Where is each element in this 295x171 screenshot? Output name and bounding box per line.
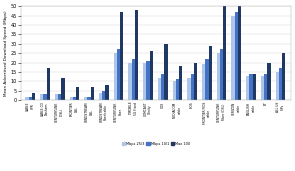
Bar: [99, 93, 102, 100]
Bar: [173, 81, 176, 100]
Bar: [29, 97, 32, 100]
Bar: [128, 63, 132, 100]
Bar: [232, 16, 235, 100]
Bar: [61, 78, 65, 100]
Bar: [84, 97, 88, 100]
Bar: [164, 44, 168, 100]
Bar: [235, 12, 238, 100]
Bar: [276, 72, 279, 100]
Bar: [253, 74, 256, 100]
Bar: [76, 87, 79, 100]
Bar: [32, 93, 35, 100]
Bar: [205, 59, 209, 100]
Bar: [58, 94, 61, 100]
Bar: [261, 76, 264, 100]
Bar: [209, 46, 212, 100]
Bar: [176, 80, 179, 100]
Bar: [117, 49, 120, 100]
Bar: [120, 12, 123, 100]
Bar: [114, 53, 117, 100]
Bar: [187, 78, 191, 100]
Bar: [220, 49, 223, 100]
Bar: [179, 66, 182, 100]
Bar: [223, 6, 227, 100]
Bar: [202, 64, 205, 100]
Bar: [217, 53, 220, 100]
Bar: [135, 10, 138, 100]
Bar: [268, 63, 271, 100]
Legend: Mbps 25/3, Mbps 10/1, Max 100: Mbps 25/3, Mbps 10/1, Max 100: [120, 140, 192, 147]
Bar: [88, 97, 91, 100]
Bar: [194, 63, 197, 100]
Bar: [279, 68, 282, 100]
Bar: [25, 97, 29, 100]
Bar: [143, 63, 146, 100]
Bar: [146, 61, 150, 100]
Bar: [102, 91, 105, 100]
Y-axis label: Mean Advertised Download Speed (Mbps): Mean Advertised Download Speed (Mbps): [4, 10, 8, 96]
Bar: [91, 87, 94, 100]
Bar: [264, 74, 268, 100]
Bar: [132, 59, 135, 100]
Bar: [161, 74, 164, 100]
Bar: [47, 68, 50, 100]
Bar: [43, 94, 47, 100]
Bar: [150, 51, 153, 100]
Bar: [73, 97, 76, 100]
Bar: [40, 94, 43, 100]
Bar: [250, 74, 253, 100]
Bar: [55, 94, 58, 100]
Bar: [246, 76, 250, 100]
Bar: [238, 6, 241, 100]
Bar: [105, 85, 109, 100]
Bar: [191, 74, 194, 100]
Bar: [158, 78, 161, 100]
Bar: [70, 97, 73, 100]
Bar: [282, 53, 285, 100]
